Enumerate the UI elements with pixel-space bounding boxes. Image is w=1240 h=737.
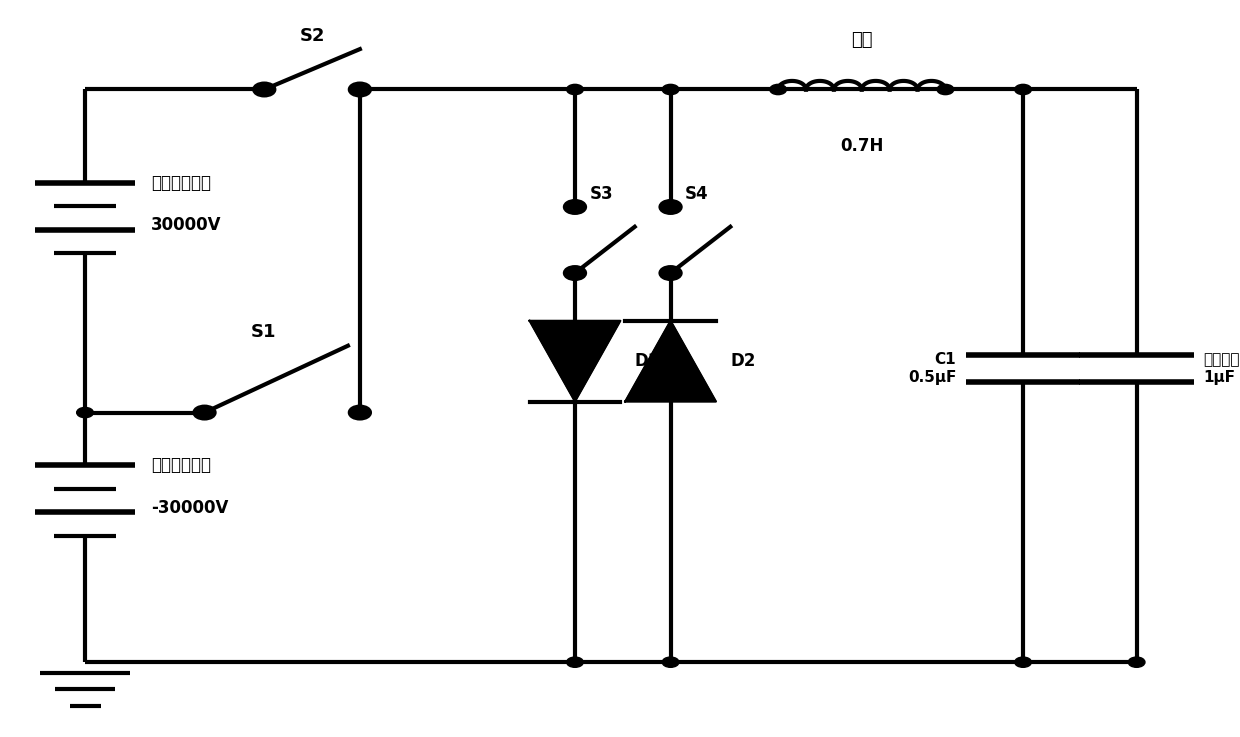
Text: 负极性直流源: 负极性直流源 [151,456,211,475]
Circle shape [350,406,371,419]
Circle shape [770,84,786,94]
Text: D2: D2 [730,352,755,370]
Circle shape [662,657,680,667]
Text: -30000V: -30000V [151,499,228,517]
Circle shape [660,267,681,279]
Circle shape [350,83,371,96]
Circle shape [564,267,585,279]
Text: S3: S3 [589,185,613,203]
Circle shape [351,84,368,94]
Circle shape [567,84,583,94]
Circle shape [662,84,680,94]
Circle shape [567,657,583,667]
Text: D1: D1 [635,352,660,370]
Circle shape [77,408,93,418]
Text: 试品电缆
1μF: 试品电缆 1μF [1204,352,1240,385]
Text: 电感: 电感 [851,31,873,49]
Circle shape [193,406,216,419]
Circle shape [1014,657,1032,667]
Polygon shape [625,321,715,402]
Circle shape [937,84,954,94]
Text: 0.7H: 0.7H [839,137,883,156]
Text: 正极性直流源: 正极性直流源 [151,174,211,192]
Text: S2: S2 [299,27,325,46]
Text: S4: S4 [684,185,708,203]
Text: C1
0.5μF: C1 0.5μF [908,352,956,385]
Circle shape [1014,84,1032,94]
Circle shape [1128,657,1145,667]
Circle shape [564,200,585,214]
Text: 30000V: 30000V [151,217,221,234]
Text: S1: S1 [252,323,277,341]
Circle shape [660,200,681,214]
Polygon shape [529,321,620,402]
Circle shape [253,83,275,96]
